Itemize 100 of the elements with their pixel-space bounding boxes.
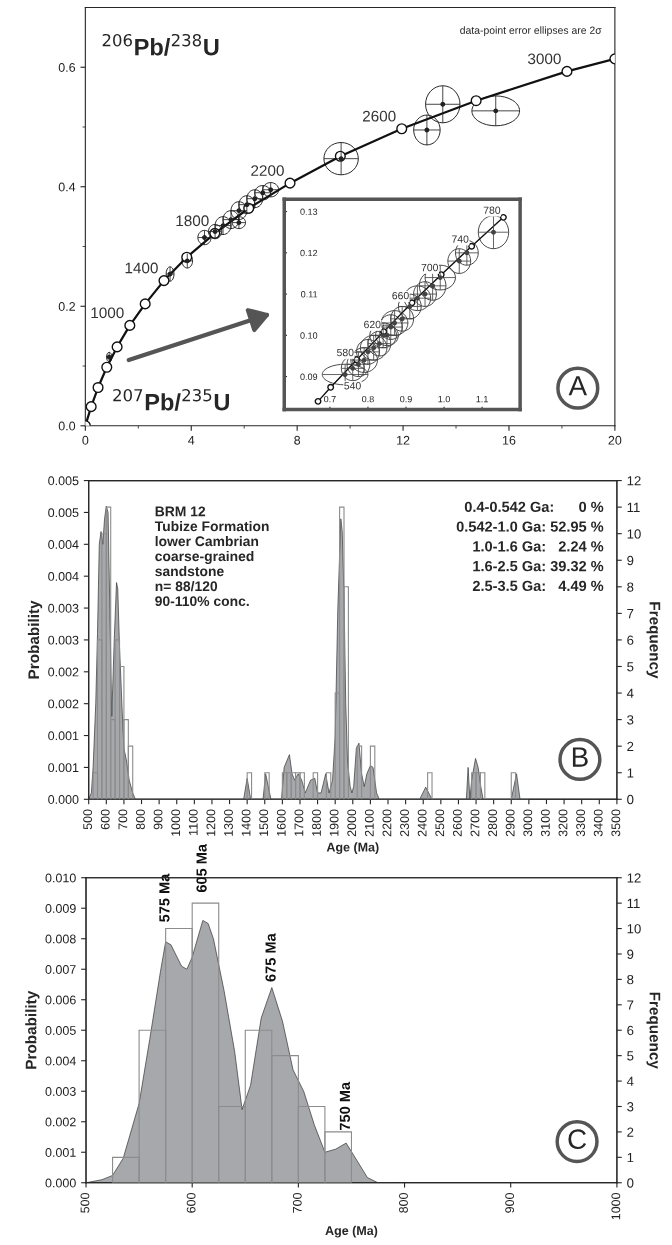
x-tick-label: 2700	[470, 809, 480, 837]
annotation: 575 Ma	[159, 873, 170, 922]
annotation: A	[568, 376, 588, 396]
y2-tick-label: 1	[627, 1153, 634, 1163]
y-axis-title: $^{206}$Pb/$^{238}$U	[102, 33, 219, 56]
x-tick-label: 4	[188, 435, 195, 445]
y-tick-label: 0.000	[45, 1178, 76, 1188]
y2-tick-label: 8	[627, 974, 634, 985]
y-tick-label: 0.001	[48, 731, 79, 741]
y-tick-label: 0.004	[45, 1056, 76, 1066]
y-tick-label: 0.13	[300, 208, 318, 215]
y2-axis-title: Frequency	[646, 602, 661, 679]
x-tick-label: 0.9	[400, 395, 412, 403]
y-tick-label: 0.12	[300, 249, 318, 257]
x-tick-label: 3000	[523, 809, 533, 837]
annotation: 540	[344, 382, 361, 390]
y2-tick-label: 12	[627, 476, 641, 486]
annotation: 740	[452, 235, 469, 243]
annotation: 605 Ma	[196, 843, 207, 893]
x-tick-label: 3300	[576, 809, 586, 837]
y2-tick-label: 7	[627, 1000, 634, 1010]
x-tick-label: 700	[118, 809, 128, 830]
x-axis-title: Age (Ma)	[326, 842, 379, 855]
y2-tick-label: 5	[627, 1051, 634, 1061]
annotation: 780	[483, 206, 501, 214]
x-tick-label: 2200	[382, 809, 392, 837]
x-tick-label: 1000	[611, 1192, 621, 1220]
annotation: 0.4-0.542 Ga: 0 %	[464, 501, 604, 512]
y-tick-label: 0.0	[58, 421, 76, 431]
x-tick-label: 600	[186, 1192, 196, 1213]
y2-tick-label: 7	[627, 609, 634, 619]
y-tick-label: 0.09	[300, 373, 318, 380]
x-tick-label: 3400	[593, 809, 603, 837]
y2-tick-label: 10	[627, 924, 641, 934]
x-tick-label: 700	[292, 1192, 302, 1213]
x-tick-label: 1100	[188, 809, 198, 835]
annotation: 2200	[251, 165, 284, 176]
y2-tick-label: 11	[627, 898, 640, 908]
x-tick-label: 1800	[312, 809, 321, 836]
y2-tick-label: 1	[627, 768, 634, 778]
x-tick-label: 3200	[558, 809, 568, 837]
x-tick-label: 2500	[435, 809, 445, 837]
annotation: C	[568, 1129, 587, 1150]
x-axis-title: $^{207}$Pb/$^{235}$U	[113, 388, 229, 411]
annotation: BRM 12 Tubize Formation lower Cambrian coarse-grained sandstone n= 88/120 90-110% conc.	[154, 506, 269, 607]
annotation: 620	[364, 320, 381, 329]
y2-tick-label: 8	[627, 582, 634, 592]
y2-tick-label: 0	[627, 794, 634, 805]
annotation: 1.6-2.5 Ga: 39.32 %	[473, 560, 604, 572]
x-axis-title: Age (Ma)	[325, 1225, 378, 1238]
annotation: 1800	[176, 215, 209, 227]
y-tick-label: 0.007	[45, 965, 76, 974]
y-axis-title: Probability	[25, 990, 40, 1069]
annotation: 0.542-1.0 Ga: 52.95 %	[456, 521, 604, 532]
y2-tick-label: 2	[627, 741, 634, 751]
y-tick-label: 0.003	[48, 603, 79, 613]
x-tick-label: 1000	[171, 809, 181, 836]
y-tick-label: 0.2	[58, 302, 75, 311]
x-tick-label: 800	[399, 1192, 408, 1213]
x-tick-label: 1.0	[438, 395, 450, 403]
y2-tick-label: 11	[627, 502, 640, 512]
x-tick-label: 1700	[294, 809, 304, 836]
x-tick-label: 3500	[611, 809, 621, 837]
x-tick-label: 1500	[259, 809, 269, 836]
x-tick-label: 20	[608, 435, 622, 445]
x-tick-label: 2300	[400, 809, 409, 837]
y-tick-label: 0.001	[45, 1148, 76, 1157]
y-tick-label: 0.009	[45, 904, 76, 913]
y-tick-label: 0.005	[45, 1026, 76, 1035]
x-tick-label: 2800	[488, 809, 498, 837]
annotation: 1400	[125, 262, 158, 274]
x-tick-label: 1300	[224, 809, 233, 836]
y2-tick-label: 4	[626, 688, 634, 698]
annotation: 3000	[528, 53, 561, 65]
y-tick-label: 0.002	[45, 1117, 76, 1127]
y-tick-label: 0.001	[48, 763, 79, 773]
x-tick-label: 2600	[452, 809, 462, 837]
y2-tick-label: 6	[627, 635, 634, 645]
x-tick-label: 1200	[206, 809, 216, 836]
y2-tick-label: 6	[627, 1025, 634, 1036]
y-tick-label: 0.002	[48, 667, 79, 677]
y2-tick-label: 12	[627, 873, 641, 883]
x-tick-label: 500	[80, 1192, 90, 1213]
x-tick-label: 1.1	[476, 396, 488, 403]
x-tick-label: 0.7	[323, 395, 336, 403]
y2-tick-label: 2	[627, 1127, 634, 1137]
y2-tick-label: 0	[627, 1178, 634, 1188]
y-tick-label: 0.003	[45, 1087, 76, 1096]
y-tick-label: 0.6	[58, 63, 76, 72]
y-tick-label: 0.010	[45, 873, 76, 883]
annotation: 2600	[362, 110, 396, 122]
annotation: 750 Ma	[339, 1081, 351, 1130]
y-tick-label: 0.003	[48, 635, 79, 645]
y2-tick-label: 9	[627, 949, 634, 959]
y2-axis-title: Frequency	[646, 992, 661, 1069]
y-tick-label: 0.005	[48, 476, 79, 486]
x-tick-label: 1600	[276, 809, 286, 836]
y-tick-label: 0.000	[48, 795, 79, 804]
y2-tick-label: 5	[627, 662, 634, 672]
annotation: 675 Ma	[265, 933, 276, 982]
